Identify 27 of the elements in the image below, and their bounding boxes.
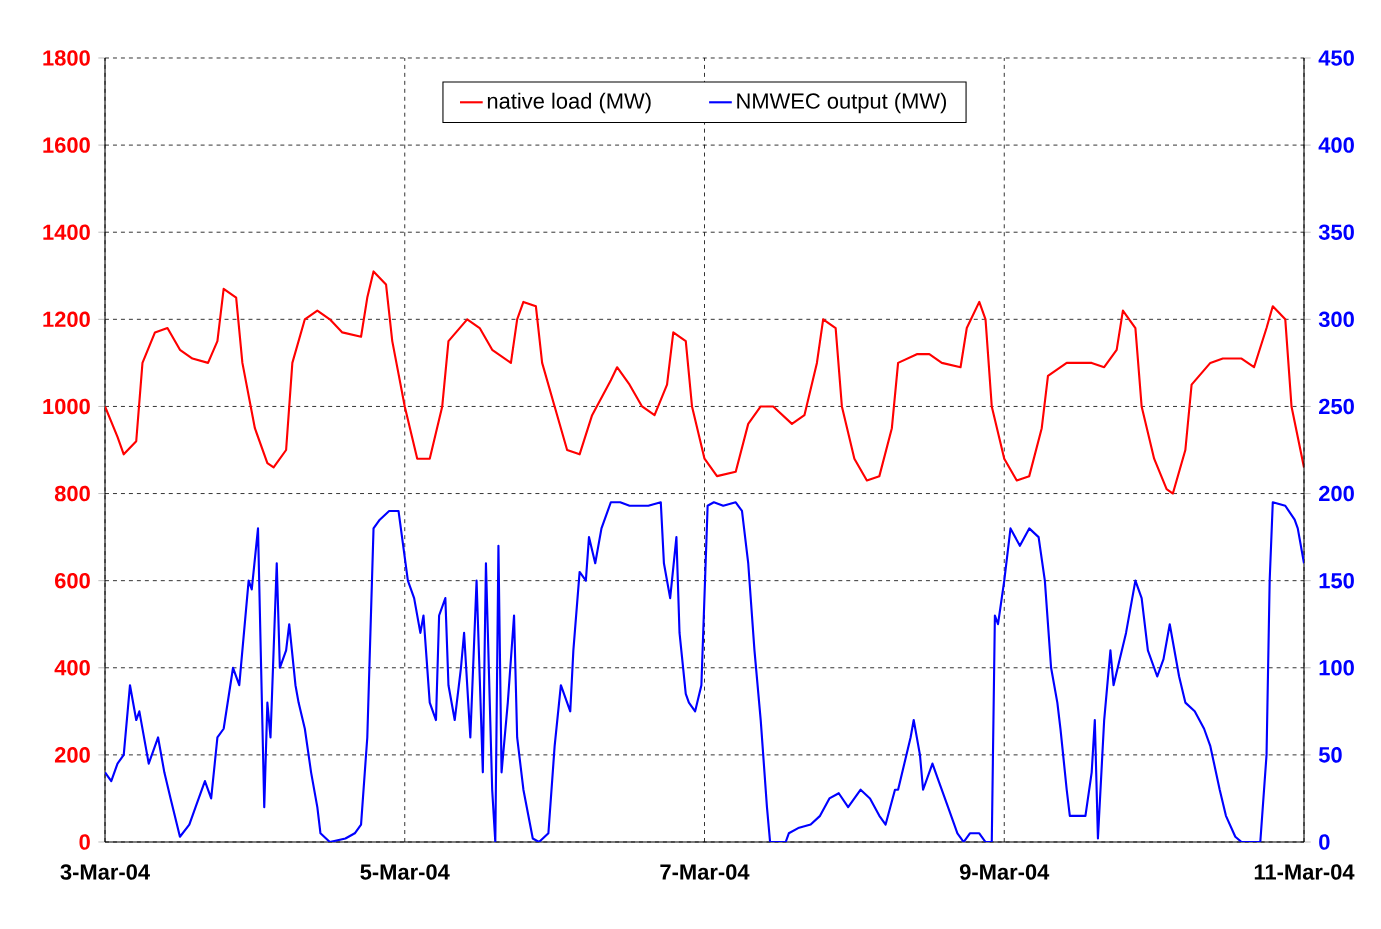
y-tick-label: 200: [54, 747, 90, 763]
y2-tick-label: 0: [1319, 834, 1330, 850]
y2-tick-label: 300: [1318, 311, 1354, 328]
legend-label: native load (MW): [487, 92, 651, 114]
y-tick-label: 1800: [43, 50, 90, 66]
y-tick-label: 1600: [43, 137, 90, 153]
y-tick-label: 1200: [43, 311, 90, 328]
y-tick-label: 1000: [43, 398, 90, 415]
y2-tick-label: 400: [1318, 137, 1354, 153]
x-tick-label: 3-Mar-04: [60, 864, 150, 880]
y2-tick-label: 50: [1318, 747, 1342, 763]
y-tick-label: 0: [79, 834, 90, 850]
y2-tick-label: 200: [1319, 485, 1354, 502]
y2-tick-label: 250: [1319, 398, 1354, 415]
y2-tick-label: 150: [1319, 572, 1354, 589]
y2-tick-label: 350: [1318, 224, 1354, 240]
y-tick-label: 600: [55, 572, 90, 589]
x-tick-label: 11-Mar-04: [1254, 864, 1355, 880]
legend-label: NMWEC output (MW): [737, 92, 947, 114]
y2-tick-label: 100: [1319, 660, 1354, 676]
x-tick-label: 9-Mar-04: [959, 864, 1050, 880]
y-tick-label: 400: [54, 660, 90, 676]
y-tick-label: 1400: [43, 224, 90, 240]
y-tick-label: 800: [54, 485, 90, 502]
x-tick-label: 5-Mar-04: [360, 864, 450, 880]
y2-tick-label: 450: [1318, 50, 1354, 66]
x-tick-label: 7-Mar-04: [660, 864, 750, 880]
